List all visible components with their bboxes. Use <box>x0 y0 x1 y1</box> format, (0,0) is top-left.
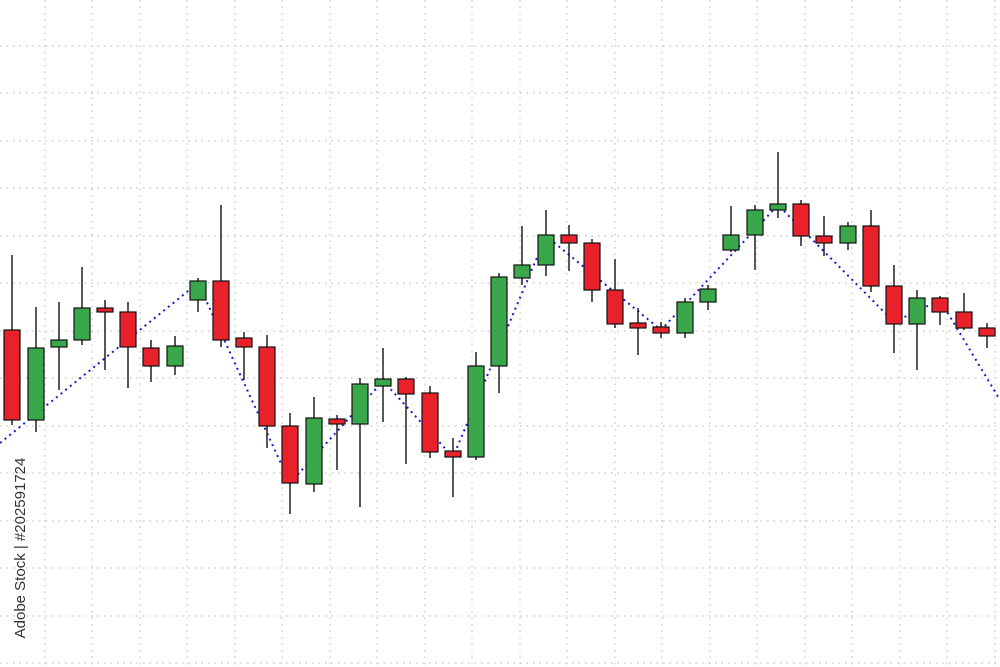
candle-body <box>746 209 764 236</box>
candle-body <box>27 347 45 421</box>
candle-body <box>467 365 485 458</box>
watermark: Adobe Stock | #202591724 <box>12 458 29 639</box>
candle-body <box>699 288 717 303</box>
candle-body <box>166 345 184 367</box>
candle-body <box>560 234 578 244</box>
candle-body <box>839 225 857 244</box>
candle-body <box>769 203 787 211</box>
candle-body <box>73 307 91 341</box>
candle-body <box>421 392 439 453</box>
candle-body <box>792 203 810 237</box>
candle-body <box>629 322 647 329</box>
candle-body <box>931 297 949 313</box>
candle-body <box>978 327 996 337</box>
candle-body <box>189 280 207 301</box>
candle-body <box>96 307 114 313</box>
candle-body <box>537 234 555 266</box>
candle-body <box>583 242 601 291</box>
candle-body <box>815 235 833 244</box>
candle-body <box>606 289 624 325</box>
candle-body <box>305 417 323 485</box>
candle-body <box>955 311 973 329</box>
candle-body <box>235 337 253 348</box>
candle-body <box>374 378 392 387</box>
candle-body <box>908 297 926 325</box>
candle-body <box>3 329 21 421</box>
candles <box>3 152 996 514</box>
candle-body <box>351 383 369 425</box>
candle-body <box>258 346 276 427</box>
candle-body <box>212 280 230 341</box>
candle-body <box>50 339 68 348</box>
candle-body <box>328 418 346 425</box>
candle-body <box>142 347 160 367</box>
candle-body <box>444 450 462 458</box>
candle-body <box>676 301 694 334</box>
candle-body <box>397 378 415 395</box>
candle-body <box>513 264 531 279</box>
candle-body <box>281 425 299 484</box>
candle-body <box>490 276 508 367</box>
candle-body <box>885 285 903 325</box>
candle-body <box>722 234 740 251</box>
candle-body <box>119 311 137 348</box>
candle-body <box>652 326 670 334</box>
candle-body <box>862 225 880 287</box>
